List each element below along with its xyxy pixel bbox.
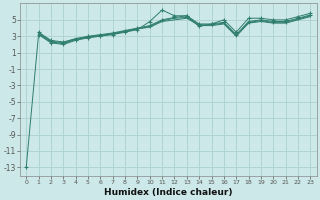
X-axis label: Humidex (Indice chaleur): Humidex (Indice chaleur): [104, 188, 233, 197]
